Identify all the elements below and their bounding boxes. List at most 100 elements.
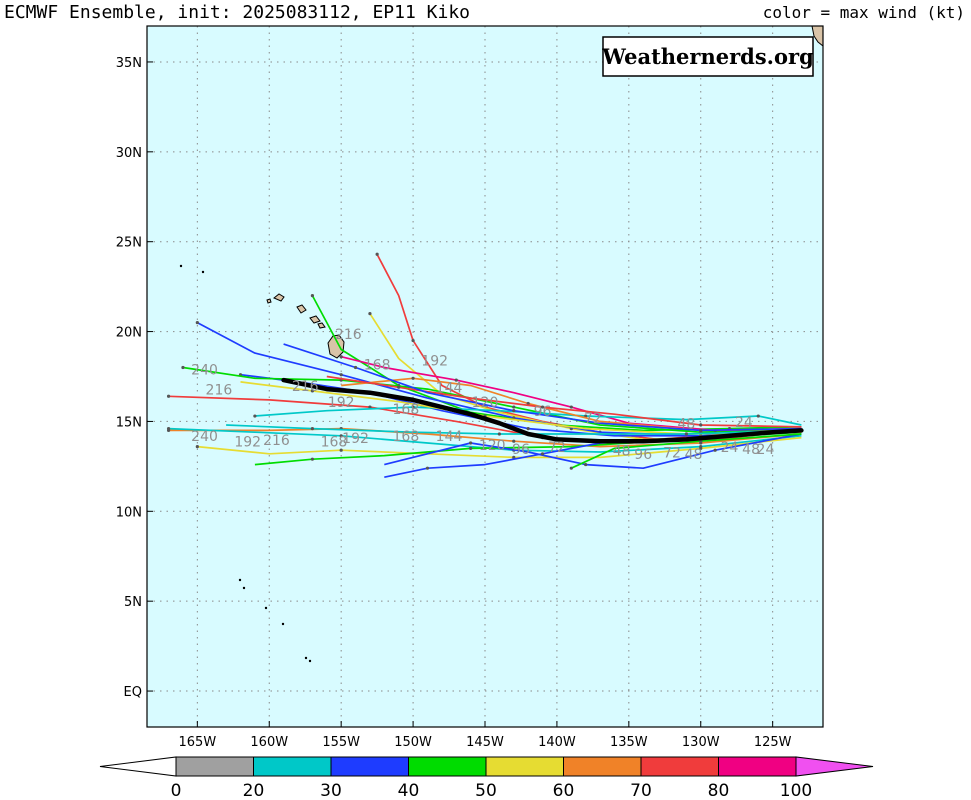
atoll-dot: [304, 656, 308, 660]
track-point: [512, 405, 516, 409]
lat-tick-label: 15N: [116, 415, 142, 430]
colorbar-segment: [408, 756, 487, 777]
forecast-hour-label: 48: [613, 444, 631, 460]
track-point: [469, 441, 473, 445]
track-point: [353, 365, 358, 370]
track-point: [526, 401, 530, 406]
forecast-hour-label: 216: [335, 327, 362, 343]
atoll-dot: [179, 264, 183, 268]
track-point: [699, 423, 703, 427]
colorbar-segment: [563, 756, 642, 777]
track-point: [469, 446, 473, 450]
colorbar-label: 20: [243, 781, 265, 800]
track-point: [540, 452, 545, 456]
track-point: [181, 365, 185, 370]
forecast-hour-label: 168: [321, 435, 348, 451]
track-point: [699, 446, 703, 450]
lat-tick-label: EQ: [124, 685, 142, 700]
track-point: [166, 394, 171, 398]
track-point: [699, 428, 703, 433]
forecast-hour-label: 72: [584, 411, 602, 427]
track-point: [368, 405, 372, 409]
forecast-hour-label: 144: [436, 429, 463, 445]
atoll-dot: [238, 578, 242, 582]
track-point: [310, 389, 315, 393]
forecast-hour-label: 168: [364, 357, 391, 373]
lanai-shape: [317, 322, 326, 329]
forecast-hour-label: 192: [234, 435, 261, 451]
track-point: [310, 457, 315, 461]
maui-shape: [296, 304, 307, 314]
colorbar-label: 40: [398, 781, 420, 800]
track-point: [756, 414, 760, 418]
track-point: [339, 434, 343, 438]
colorbar-high-arrow: [795, 756, 874, 777]
forecast-hour-label: 216: [206, 382, 233, 398]
track-point: [569, 405, 573, 409]
lon-tick-label: 145W: [466, 735, 504, 750]
track-point: [512, 439, 516, 443]
lon-tick-label: 150W: [394, 735, 432, 750]
oahu-shape: [273, 293, 285, 302]
track-point: [195, 445, 199, 449]
forecast-hour-label: 24: [721, 440, 739, 456]
forecast-hour-label: 96: [512, 442, 530, 458]
forecast-hour-label: 72: [548, 440, 566, 456]
forecast-hour-label: 168: [393, 429, 420, 445]
colorbar-label: 0: [171, 781, 182, 800]
track-point: [253, 414, 257, 418]
atoll-dot: [281, 622, 285, 626]
forecast-hour-label: 24: [735, 415, 753, 431]
forecast-hour-label: 72: [663, 445, 681, 461]
colorbar-segment: [330, 756, 409, 777]
track-point: [584, 462, 588, 467]
forecast-hour-label: 240: [191, 363, 218, 379]
lat-tick-label: 35N: [116, 56, 142, 71]
lat-tick-label: 10N: [116, 505, 142, 520]
atoll-dot: [242, 586, 246, 590]
track-point: [512, 416, 516, 420]
forecast-hour-label: 216: [263, 433, 290, 449]
ensemble-track-19: [570, 433, 802, 469]
track-point: [411, 405, 415, 409]
lat-tick-label: 20N: [116, 326, 142, 341]
forecast-hour-label: 192: [328, 395, 355, 411]
colorbar-segment: [640, 756, 719, 777]
colorbar-segment: [485, 756, 564, 777]
lat-tick-label: 25N: [116, 236, 142, 251]
track-point: [526, 427, 530, 431]
axis-ticks: 35N 30N 25N 20N 15N 10N 5N EQ 165W 160W 155W 150W 14…: [116, 56, 792, 750]
forecast-hour-label: 48: [677, 417, 695, 433]
lon-tick-label: 125W: [754, 735, 792, 750]
watermark-text: Weathernerds.org: [601, 44, 814, 69]
lat-tick-label: 30N: [116, 146, 142, 161]
atoll-dot: [201, 270, 205, 274]
colorbar: 0 20 30 40 50 60 70 80 100: [99, 756, 874, 800]
molokai-shape: [309, 315, 321, 324]
track-point: [375, 252, 379, 256]
track-point: [713, 448, 717, 452]
watermark-box: Weathernerds.org: [601, 36, 814, 77]
track-point: [339, 373, 343, 377]
forecast-hour-label: 96: [634, 447, 652, 463]
colorbar-segment: [175, 756, 254, 777]
track-point: [512, 409, 516, 413]
lon-tick-label: 130W: [682, 735, 720, 750]
kauai-shape: [266, 298, 272, 304]
forecast-hour-label: 96: [534, 404, 552, 420]
lon-tick-label: 165W: [179, 735, 217, 750]
forecast-hour-label: 192: [421, 354, 448, 370]
track-point: [339, 448, 343, 452]
forecast-hour-label: 48: [685, 447, 703, 463]
lat-lon-grid: [147, 26, 823, 727]
colorbar-label: 80: [708, 781, 730, 800]
chart-title: ECMWF Ensemble, init: 2025083112, EP11 K…: [4, 2, 470, 23]
track-point: [497, 432, 501, 436]
forecast-hour-label: 192: [342, 431, 369, 447]
colorbar-segment: [718, 756, 797, 777]
atoll-dot: [264, 606, 268, 610]
track-point: [411, 376, 415, 380]
track-point: [368, 311, 372, 316]
colorbar-legend-note: color = max wind (kt): [762, 3, 965, 22]
